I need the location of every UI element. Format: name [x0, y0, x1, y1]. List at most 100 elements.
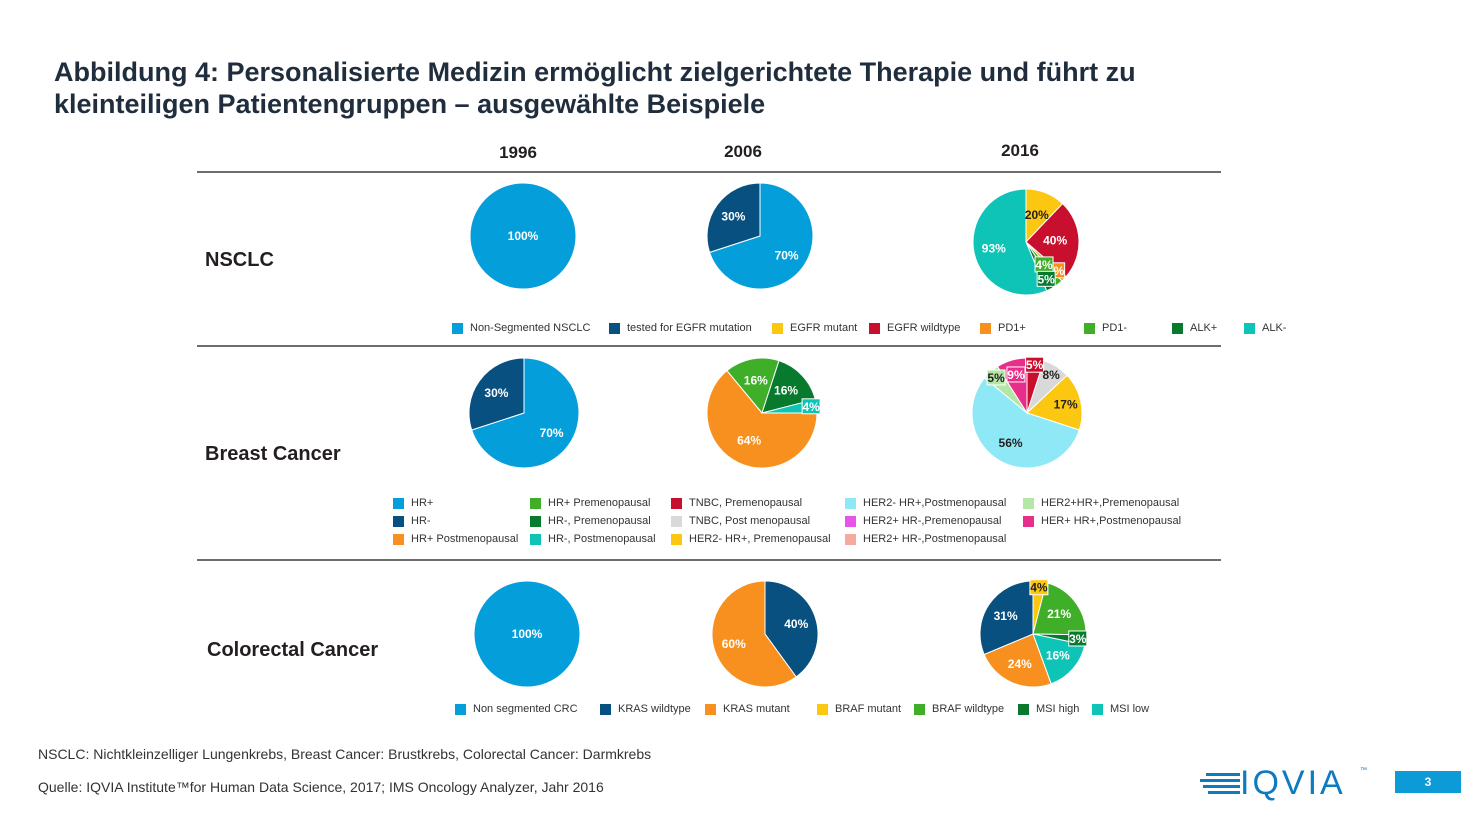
pie-nsclc-1996: 100% — [469, 182, 577, 290]
pie-slice — [979, 580, 1034, 656]
row-label-nsclc: NSCLC — [205, 249, 274, 271]
divider-1 — [197, 345, 1221, 347]
pie-slice — [764, 580, 819, 678]
legend-label: Non-Segmented NSCLC — [470, 322, 591, 334]
slice-label-box — [1029, 579, 1049, 596]
legend-item: ALK+ — [1172, 322, 1217, 334]
legend-item: HER2+ HR-,Postmenopausal — [845, 533, 1006, 545]
legend-item: HER2- HR+, Premenopausal — [671, 533, 831, 545]
slice-label: 70% — [775, 248, 799, 262]
slice-label: 16% — [744, 374, 768, 388]
slice-label: 60% — [722, 637, 746, 651]
slice-label: 30% — [484, 386, 508, 400]
legend-item: HR- — [393, 515, 431, 527]
legend-item: HER2+ HR-,Premenopausal — [845, 515, 1001, 527]
legend-swatch — [705, 703, 716, 715]
divider-2 — [197, 559, 1221, 561]
legend-swatch — [1244, 322, 1255, 334]
slice-label-box — [1025, 356, 1045, 373]
legend-label: HER2- HR+, Premenopausal — [689, 533, 831, 545]
pie-colorectal-cancer-2016: 4% 21% 3% 16% 24% 31% — [979, 579, 1088, 688]
slice-label: 31% — [994, 609, 1018, 623]
legend-label: KRAS wildtype — [618, 703, 691, 715]
iqvia-logo: IQVIA ™ — [1200, 765, 1370, 801]
legend-label: HR- — [411, 515, 431, 527]
legend-label: PD1- — [1102, 322, 1128, 334]
legend-label: HER+ HR+,Postmenopausal — [1041, 515, 1182, 527]
legend-label: HER2+ HR-,Postmenopausal — [863, 533, 1007, 545]
slice-label: 40% — [784, 617, 808, 631]
pie-slice — [1026, 374, 1083, 431]
pie-breast-cancer-2006: 64% 16% 16% 4% — [706, 357, 821, 469]
legend-swatch — [393, 515, 404, 527]
legend-item: KRAS wildtype — [600, 703, 691, 715]
pie-colorectal-cancer-2006: 40% 60% — [711, 580, 819, 688]
legend-item: PD1- — [1084, 322, 1127, 334]
pie-slice — [983, 633, 1052, 688]
slice-label: 9% — [1007, 368, 1025, 382]
legend-swatch — [1018, 703, 1029, 715]
slice-label-box — [801, 398, 821, 415]
legend-swatch — [1092, 703, 1103, 715]
slice-label: 17% — [1054, 397, 1078, 411]
pie-breast-cancer-1996: 70% 30% — [468, 357, 580, 469]
legend-item: HR+ — [393, 497, 433, 509]
legend-item: Non segmented CRC — [455, 703, 578, 715]
slice-label: 70% — [540, 426, 564, 440]
legend-swatch — [530, 515, 541, 527]
slice-label: 4% — [802, 400, 820, 414]
pie-breast-cancer-2016: 5%8%17%56%5% 9% — [971, 356, 1083, 469]
legend-swatch — [845, 515, 856, 527]
legend-item: HR+ Premenopausal — [530, 497, 650, 509]
legend-label: MSI low — [1110, 703, 1150, 715]
legend-swatch — [845, 497, 856, 509]
legend-swatch — [530, 497, 541, 509]
legend-swatch — [600, 703, 611, 715]
page-title-line1: Abbildung 4: Personalisierte Medizin erm… — [54, 57, 1136, 87]
legend-swatch — [772, 322, 783, 334]
row-label-breast-cancer: Breast Cancer — [205, 443, 341, 465]
legend-swatch — [455, 703, 466, 715]
legend-item: HER+ HR+,Postmenopausal — [1023, 515, 1181, 527]
legend-item: HR+ Postmenopausal — [393, 533, 518, 545]
legend-swatch — [1172, 322, 1183, 334]
legend-label: HER2- HR+,Postmenopausal — [863, 497, 1007, 509]
legend-item: TNBC, Post menopausal — [671, 515, 810, 527]
legend-label: HR+ Premenopausal — [548, 497, 651, 509]
divider-top — [197, 171, 1221, 173]
slice-label: 16% — [1046, 649, 1070, 663]
legend-item: KRAS mutant — [705, 703, 790, 715]
pie-slice — [469, 182, 577, 290]
legend-swatch — [393, 497, 404, 509]
legend-item: HER2- HR+,Postmenopausal — [845, 497, 1006, 509]
slice-label: 20% — [1025, 208, 1049, 222]
slice-label-box — [1006, 366, 1026, 383]
legend-label: TNBC, Post menopausal — [689, 515, 811, 527]
pie-slice — [473, 580, 581, 688]
legend-label: PD1+ — [998, 322, 1026, 334]
slice-label-box — [1036, 270, 1056, 287]
slice-label: 100% — [512, 627, 543, 641]
slice-label: 40% — [1043, 234, 1067, 248]
legend-item: ALK- — [1244, 322, 1286, 334]
page-title: Abbildung 4: Personalisierte Medizin erm… — [54, 56, 1374, 120]
legend-item: PD1+ — [980, 322, 1026, 334]
slice-label: 3% — [1069, 632, 1087, 646]
slice-label-box — [986, 369, 1006, 386]
legend-label: BRAF wildtype — [932, 703, 1005, 715]
page-number: 3 — [1395, 771, 1461, 793]
legend-swatch — [1023, 515, 1034, 527]
pie-nsclc-2006: 70% 30% — [706, 182, 814, 290]
legend-swatch — [817, 703, 828, 715]
pie-slice — [471, 357, 580, 469]
legend-swatch — [393, 533, 404, 545]
legend-label: HR-, Premenopausal — [548, 515, 651, 527]
slice-label: 93% — [982, 242, 1006, 256]
slice-label: 64% — [737, 433, 761, 447]
slice-label: 30% — [721, 210, 745, 224]
legend-swatch — [671, 533, 682, 545]
legend-swatch — [1023, 497, 1034, 509]
slice-label: 21% — [1047, 607, 1071, 621]
legend-item: MSI low — [1092, 703, 1149, 715]
